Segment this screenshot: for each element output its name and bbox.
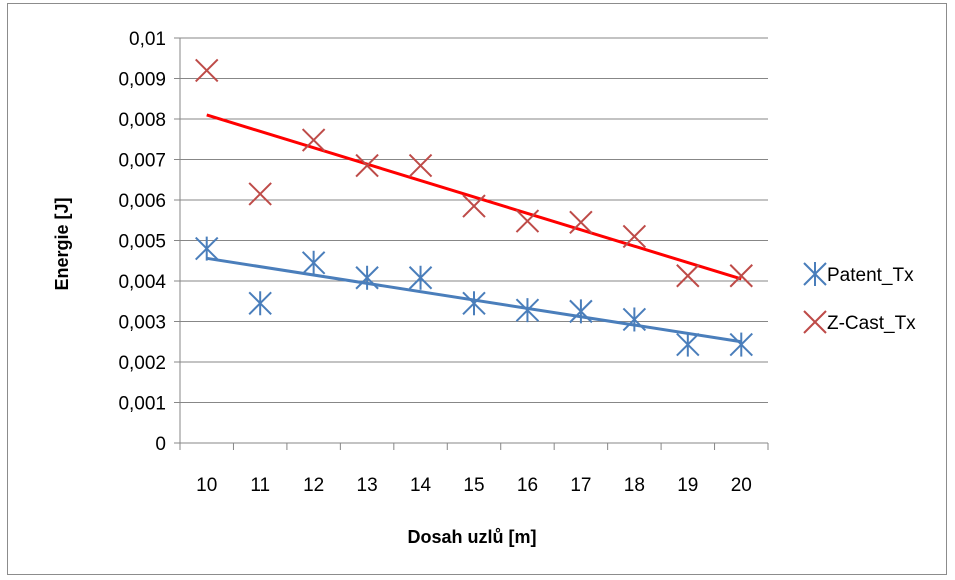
x-tick-label: 11	[250, 475, 270, 496]
data-point-patent-tx	[195, 236, 219, 261]
data-point-z-cast-tx	[569, 210, 593, 234]
x-tick-label: 13	[357, 475, 378, 496]
y-tick-label: 0,008	[118, 110, 166, 131]
x-tick-label: 15	[463, 475, 484, 496]
y-tick-label: 0,005	[118, 232, 166, 253]
y-tick-label: 0,006	[118, 191, 166, 212]
y-tick-labels: 0 0,001 0,002 0,003 0,004 0,005 0,006 0,007 0,00…	[118, 29, 166, 455]
legend-marker	[803, 310, 827, 334]
y-tick-label: 0,009	[118, 70, 166, 91]
x-tick-label: 16	[517, 475, 538, 496]
data-point-patent-tx	[355, 265, 379, 290]
data-point-z-cast-tx	[622, 224, 647, 249]
data-point-patent-tx	[622, 307, 647, 332]
x-tick-label: 12	[303, 475, 324, 496]
data-point-z-cast-tx	[676, 264, 700, 288]
x-tick-label: 20	[731, 475, 752, 496]
grid-lines	[180, 37, 768, 403]
x-tick-label: 18	[624, 475, 645, 496]
data-point-z-cast-tx	[408, 153, 433, 178]
data-point-patent-tx	[515, 298, 540, 323]
data-point-patent-tx	[676, 332, 700, 357]
trendline-z-cast-tx	[206, 113, 742, 281]
data-point-z-cast-tx	[301, 128, 326, 152]
data-point-z-cast-tx	[195, 58, 219, 83]
legend-label: Patent_Tx	[827, 265, 914, 286]
data-point-patent-tx	[301, 250, 326, 275]
data-point-z-cast-tx	[248, 182, 272, 206]
x-tick-label: 14	[410, 475, 432, 496]
data-point-z-cast-tx	[515, 209, 540, 233]
x-tick-labels: 10 11 12 13 14 15 16 17 18 19 20	[196, 475, 752, 496]
data-point-patent-tx	[729, 332, 753, 357]
y-tick-label: 0	[155, 434, 166, 455]
data-point-patent-tx	[462, 291, 486, 316]
x-tick-label: 17	[570, 475, 591, 496]
y-tick-label: 0,002	[118, 353, 166, 374]
x-tick-label: 19	[677, 475, 698, 496]
data-point-z-cast-tx	[729, 264, 753, 288]
data-point-patent-tx	[408, 265, 433, 290]
legend-marker	[803, 262, 827, 286]
axes	[174, 37, 769, 450]
legend: Patent_Tx Z-Cast_Tx	[803, 262, 916, 334]
y-tick-label: 0,003	[118, 313, 166, 334]
data-point-patent-tx	[248, 291, 272, 316]
chart-frame	[7, 3, 947, 575]
y-tick-label: 0,01	[129, 29, 166, 50]
x-tick-label: 10	[196, 475, 217, 496]
legend-label: Z-Cast_Tx	[827, 313, 916, 334]
data-point-patent-tx	[569, 299, 593, 324]
data-point-z-cast-tx	[462, 194, 486, 218]
y-tick-label: 0,001	[118, 394, 166, 415]
y-tick-label: 0,007	[118, 151, 166, 172]
y-tick-label: 0,004	[118, 272, 166, 293]
y-axis-title: Energie [J]	[52, 197, 72, 290]
data-point-z-cast-tx	[355, 153, 379, 178]
x-axis-title: Dosah uzlů [m]	[408, 527, 537, 547]
data-points	[195, 58, 753, 357]
